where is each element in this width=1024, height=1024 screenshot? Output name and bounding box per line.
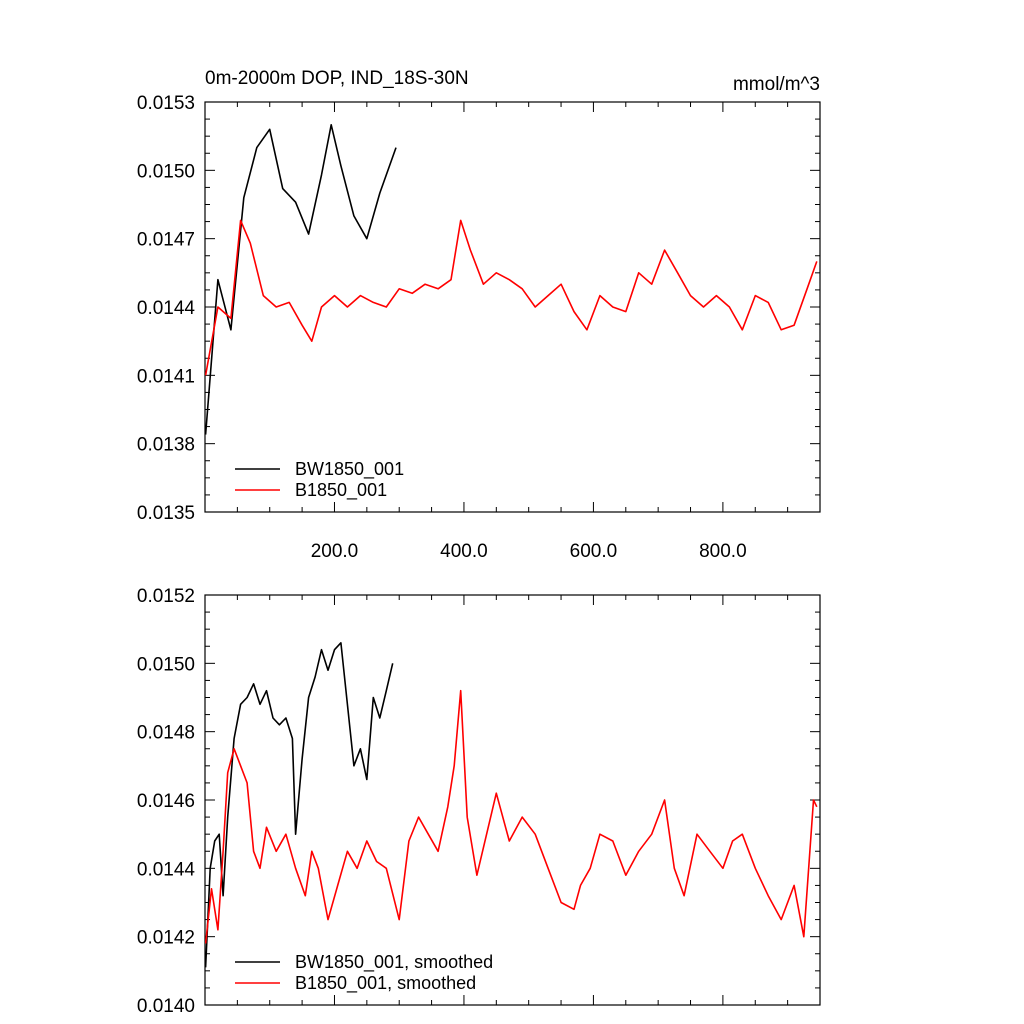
legend-label-0: BW1850_001: [295, 459, 404, 480]
y-tick-label: 0.0140: [137, 996, 195, 1017]
y-tick-label: 0.0141: [137, 366, 195, 387]
y-tick-label: 0.0146: [137, 791, 195, 812]
y-tick-label: 0.0150: [137, 161, 195, 182]
legend-label-1: B1850_001, smoothed: [295, 973, 476, 994]
y-tick-label: 0.0144: [137, 298, 196, 319]
x-tick-label: 400.0: [440, 541, 488, 562]
y-tick-label: 0.0142: [137, 928, 195, 949]
y-tick-label: 0.0148: [137, 723, 195, 744]
series-line-1: [205, 219, 818, 376]
plot-frame: [204, 101, 821, 513]
x-tick-label: 600.0: [570, 541, 618, 562]
series-line-0: [205, 124, 397, 435]
units-label: mmol/m^3: [733, 74, 820, 95]
x-tick-label: 200.0: [311, 541, 359, 562]
y-tick-label: 0.0153: [137, 93, 195, 114]
plot-frame: [204, 594, 821, 1006]
y-tick-label: 0.0147: [137, 230, 195, 251]
chart-title: 0m-2000m DOP, IND_18S-30N: [205, 68, 469, 89]
series-line-0: [205, 641, 394, 968]
y-tick-label: 0.0150: [137, 654, 195, 675]
y-tick-label: 0.0144: [137, 859, 196, 880]
y-tick-label: 0.0138: [137, 435, 195, 456]
legend-label-0: BW1850_001, smoothed: [295, 952, 493, 973]
bottom-panel: 0.0140 0.0142 0.0144 0.0146 0.0148 0.0150 0.01…: [137, 586, 821, 1017]
legend-label-1: B1850_001: [295, 480, 387, 501]
y-tick-label: 0.0135: [137, 503, 195, 524]
x-tick-label: 800.0: [699, 541, 747, 562]
y-tick-label: 0.0152: [137, 586, 195, 607]
top-panel: 0.0135 0.0138 0.0141 0.0144 0.0147 0.0150 0.01…: [137, 68, 821, 562]
series-line-1: [205, 689, 818, 944]
